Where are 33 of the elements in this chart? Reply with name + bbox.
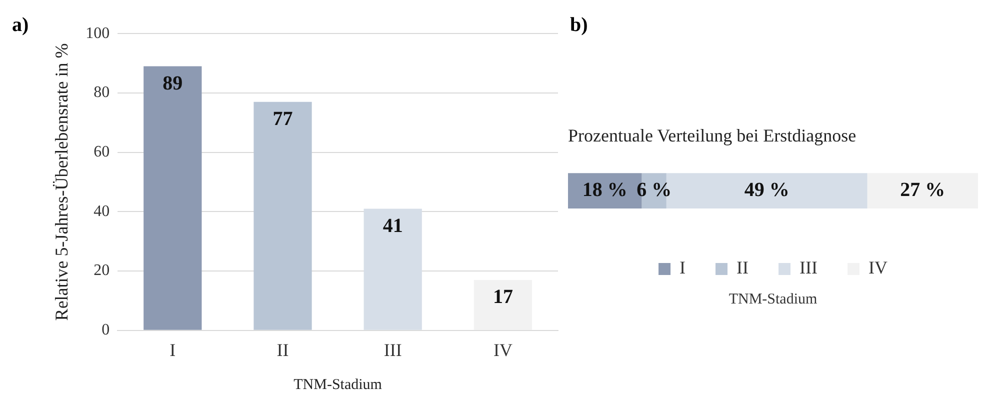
- legend-title: TNM-Stadium: [728, 291, 818, 308]
- legend-label: III: [800, 258, 818, 278]
- x-axis-title: TNM-Stadium: [294, 376, 382, 393]
- bar: [144, 66, 202, 330]
- data-label: 41: [382, 214, 403, 237]
- y-tick-label: 40: [94, 202, 110, 220]
- chart-title: Prozentuale Verteilung bei Erstdiagnose: [568, 126, 856, 146]
- bar: [364, 208, 422, 330]
- data-label: 27 %: [900, 178, 946, 201]
- x-tick-label: I: [170, 340, 176, 360]
- data-label: 77: [272, 108, 293, 130]
- data-label: 6 %: [636, 178, 672, 201]
- x-tick-label: II: [276, 340, 289, 360]
- data-label: 17: [492, 286, 513, 308]
- data-label: 18 %: [582, 178, 628, 201]
- text: a): [12, 14, 29, 37]
- y-tick-label: 80: [94, 84, 110, 102]
- text: b): [570, 14, 588, 37]
- bar: [474, 280, 532, 330]
- legend-label: IV: [868, 258, 888, 278]
- y-tick-label: 20: [94, 262, 110, 280]
- bar: [254, 102, 312, 330]
- y-axis-title: Relative 5-Jahres-Überlebensrate in %: [52, 43, 72, 321]
- y-tick-label: 0: [102, 322, 110, 339]
- x-tick-label: IV: [493, 340, 512, 360]
- bar: [867, 173, 978, 208]
- data-label: 49 %: [744, 178, 790, 201]
- y-tick-label: 60: [94, 144, 110, 161]
- data-label: 89: [162, 72, 183, 94]
- x-tick-label: III: [384, 340, 402, 360]
- legend-label: II: [736, 258, 749, 278]
- legend-label: I: [680, 258, 686, 278]
- y-tick-label: 100: [86, 24, 110, 42]
